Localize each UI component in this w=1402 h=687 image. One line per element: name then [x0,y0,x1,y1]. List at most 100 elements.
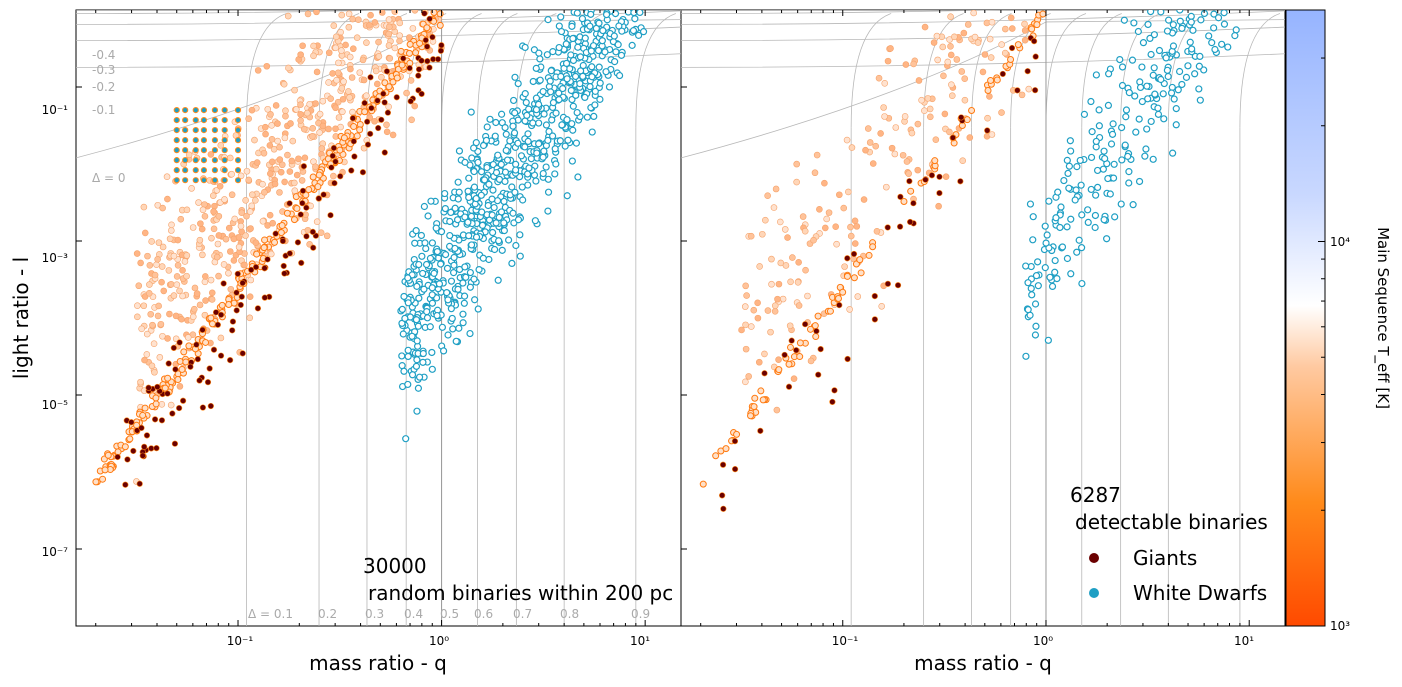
giant-point [367,130,374,137]
white-dwarf-point [1147,10,1155,16]
main-sequence-point [761,350,768,358]
main-sequence-point [148,238,155,245]
white-dwarf-point [1024,279,1032,287]
main-sequence-point [733,430,741,438]
white-dwarf-point [498,110,506,118]
white-dwarf-point [544,207,552,215]
main-sequence-point [185,151,193,159]
main-sequence-point [873,228,881,235]
white-dwarf-point [546,88,555,96]
white-dwarf-point [430,269,438,277]
main-sequence-point [743,292,750,299]
white-dwarf-point [1051,268,1059,276]
main-sequence-point [386,23,393,31]
delta-label-0: Δ = 0 [92,171,126,185]
white-dwarf-point [1195,85,1203,93]
main-sequence-point [787,278,794,286]
white-dwarf-point [1091,223,1099,232]
delta-contour-labels: -0.4 -0.3 -0.2 -0.1 Δ = 0 [92,48,126,185]
main-sequence-point [208,320,216,328]
white-dwarf-point [413,282,421,290]
white-dwarf-point [596,95,604,103]
white-dwarf-point [1052,214,1060,222]
white-dwarf-point [428,299,437,307]
giant-point [844,255,851,262]
main-sequence-point [133,250,141,257]
main-sequence-point [865,251,873,259]
main-sequence-point [970,10,977,17]
dwarf-grid-point [234,177,242,184]
white-dwarf-point [1122,106,1131,114]
giant-point [1008,44,1016,52]
main-sequence-point [196,236,204,244]
giant-point [364,118,371,125]
main-sequence-point [988,18,996,26]
white-dwarf-point [466,329,474,338]
main-sequence-point [759,396,767,404]
white-dwarf-point [618,27,626,35]
giant-point [261,294,268,301]
q-label-09: 0.9 [631,607,650,621]
q-contour [441,13,482,128]
white-dwarf-point [539,169,547,178]
main-sequence-point [313,218,321,225]
white-dwarf-point [612,48,620,56]
white-dwarf-point [508,259,516,268]
main-sequence-point [409,25,417,32]
white-dwarf-point [1045,197,1053,205]
main-sequence-point [235,243,243,251]
main-sequence-point [143,330,151,338]
giant-point [234,270,241,278]
white-dwarf-point [1128,56,1137,64]
giant-point [350,138,357,145]
white-dwarf-point [1197,16,1205,24]
white-dwarf-point [495,237,503,245]
white-dwarf-point [588,73,596,81]
giant-point [332,158,339,165]
white-dwarf-point [1057,203,1065,211]
giant-point [894,282,902,289]
main-sequence-point [267,250,275,258]
main-sequence-point [375,53,383,60]
main-sequence-point [158,278,165,286]
white-dwarf-point [1104,174,1112,183]
main-sequence-point [806,325,814,333]
dwarf-grid-point [211,137,219,144]
main-sequence-point [405,49,413,57]
white-dwarf-point [1118,123,1126,132]
white-dwarf-point [443,289,451,297]
main-sequence-point [148,362,156,370]
main-sequence-point [877,130,884,137]
giant-point [196,377,203,384]
main-sequence-point [197,220,204,227]
main-sequence-point [1025,85,1033,93]
giant-point [407,98,414,105]
main-sequence-point [891,150,899,158]
white-dwarf-point [468,241,476,249]
main-sequence-point [845,188,852,196]
giant-point [907,218,914,226]
main-sequence-point [833,240,840,248]
giant-point [720,505,727,512]
white-dwarf-point [1087,153,1096,162]
giant-point [310,244,317,251]
main-sequence-point [228,191,236,199]
giant-point [199,404,207,411]
white-dwarf-point [1146,34,1154,43]
white-dwarf-point [455,324,463,332]
giant-point [280,262,287,270]
main-sequence-point [799,213,807,220]
main-sequence-point [1014,41,1022,49]
main-sequence-point [777,259,785,267]
white-dwarf-point [1110,160,1118,168]
giant-point [383,68,391,75]
white-dwarf-point [569,34,577,43]
white-dwarf-point [459,310,467,318]
main-sequence-point [278,222,286,230]
white-dwarf-point [611,58,619,66]
main-sequence-point [297,51,304,58]
main-sequence-point [386,55,394,62]
white-dwarf-point [1214,14,1223,22]
legend-white-dwarfs-label: White Dwarfs [1133,581,1267,605]
dwarf-grid-point [192,147,199,154]
